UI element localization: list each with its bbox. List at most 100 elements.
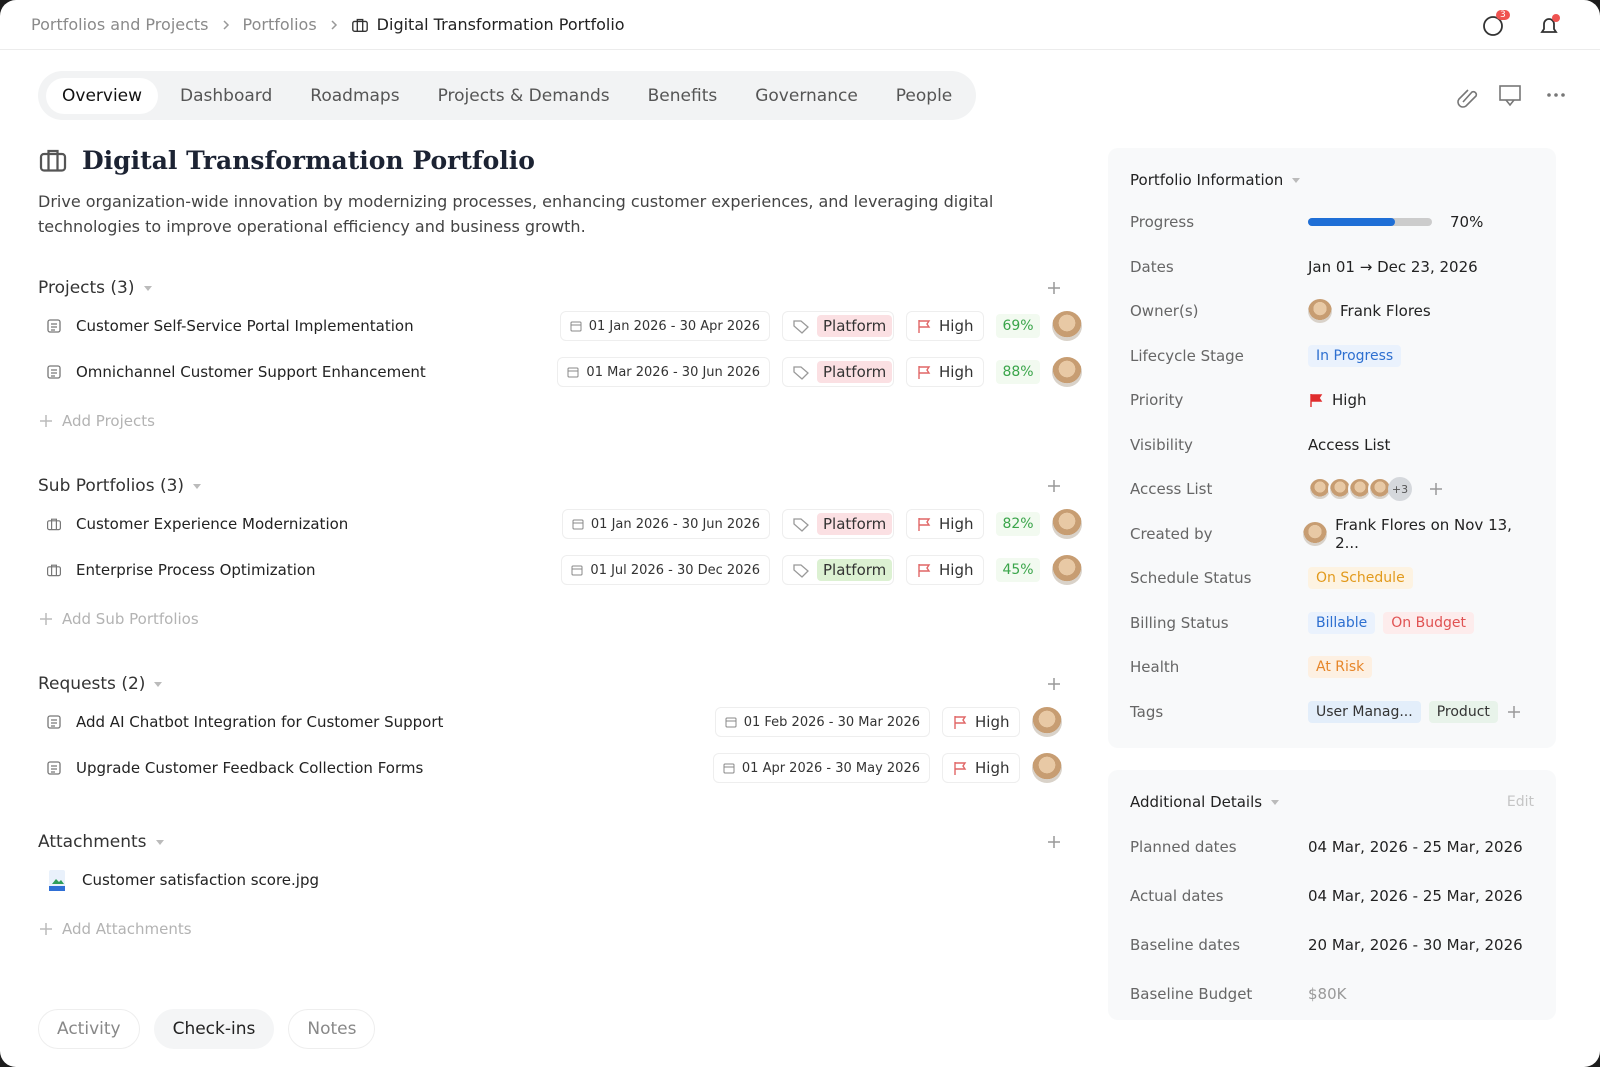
tab[interactable]: Benefits [647,85,718,106]
field-row: Visibility Access List [1130,423,1534,468]
icon-part [1457,89,1478,108]
icon-part [51,719,57,727]
section-title[interactable]: Attachments [38,832,147,852]
add-button[interactable] [1046,280,1062,296]
owner: Frank Flores [1340,302,1431,321]
date-text: 01 Feb 2026 - 30 Mar 2026 [743,714,920,730]
caret [154,682,163,687]
section-title[interactable]: Sub Portfolios (3) [38,476,185,496]
bottom-tab[interactable]: Notes [288,1009,376,1049]
flag-icon [918,366,931,379]
breadcrumb-text: Portfolios and Projects [31,15,209,34]
status-badge: At Risk [1308,656,1373,679]
add-link[interactable]: Add Attachments [38,909,1082,949]
icon-part [51,369,57,377]
add-button[interactable] [1046,478,1062,494]
bell-icon[interactable] [1535,12,1563,40]
list-row[interactable]: Customer Experience Modernization 01 Jan … [38,501,1082,547]
field-row: Priority High [1130,378,1534,423]
avatar [1052,555,1082,585]
priority-pill: High [942,707,1020,737]
field-row: Baseline dates 20 Mar, 2026 - 30 Mar, 202… [1130,920,1534,969]
field-row: Progress 70% [1130,200,1534,245]
plus [40,923,52,935]
section-title[interactable]: Projects (3) [38,278,135,298]
icon-part [1499,85,1521,101]
add-button[interactable] [1506,704,1522,720]
breadcrumb[interactable]: Portfolios [243,15,317,34]
row-icon [46,760,62,776]
caret [1292,178,1301,183]
tag: Platform [817,513,893,535]
percent: 82% [996,512,1040,536]
list-row[interactable]: Add AI Chatbot Integration for Customer … [38,699,1082,745]
icon [725,716,737,728]
row-details: 01 Jan 2026 - 30 Apr 2026 Platform High 69% [559,311,1082,341]
doc-icon [47,761,61,775]
avatar [1303,521,1328,546]
breadcrumb[interactable]: Digital Transformation Portfolio [351,15,625,34]
field-label: Schedule Status [1130,569,1252,588]
add-link[interactable]: Add Projects [38,401,1082,441]
tab[interactable]: Overview [46,77,159,114]
progress-label: 70% [1450,213,1484,232]
field-row: Lifecycle Stage In Progress [1130,334,1534,379]
calendar-icon [567,367,579,378]
chat-icon[interactable]: 3 [1480,10,1510,44]
section-title[interactable]: Requests (2) [38,674,146,694]
add-button[interactable] [1046,676,1062,692]
field-value: 04 Mar, 2026 - 25 Mar, 2026 [1308,837,1523,856]
field-value: Billable On Budget [1308,611,1474,634]
tab[interactable]: Projects & Demands [437,85,610,106]
list-row[interactable]: Enterprise Process Optimization 01 Jul 20… [38,547,1082,593]
priority: High [939,515,974,533]
percent: 69% [996,314,1040,338]
icon [916,562,932,578]
tab[interactable]: Roadmaps [310,85,400,106]
icon-part [51,765,57,773]
breadcrumb[interactable]: Portfolios and Projects [31,15,209,34]
date-range: 01 Apr 2026 - 30 May 2026 [712,753,930,783]
title: Additional Details [1130,793,1263,811]
add-button[interactable] [1046,834,1062,850]
icon-part [47,149,59,171]
percent: 88% [996,360,1040,384]
tag-icon [793,366,809,380]
tab[interactable]: Governance [755,85,858,106]
add-link[interactable]: Add Sub Portfolios [38,599,1082,639]
list-row[interactable]: Customer Self-Service Portal Implementat… [38,303,1082,349]
field-label: Created by [1130,524,1213,543]
calendar-icon [571,565,583,576]
chat-count: 3 [1496,10,1510,20]
icon [792,318,810,334]
tab[interactable]: Dashboard [180,85,273,106]
field-row: Health At Risk [1130,645,1534,690]
icon-part [47,566,61,577]
icon-part [49,886,65,891]
list-row[interactable]: Omnichannel Customer Support Enhancement… [38,349,1082,395]
edit-button[interactable]: Edit [1506,794,1534,810]
icon-part [51,564,57,576]
tab[interactable]: People [895,85,953,106]
tag-icon [793,320,809,334]
icon-part [1271,800,1280,805]
list-row[interactable]: Customer satisfaction score.jpg [38,857,1082,903]
add-text: Add Attachments [62,920,192,938]
bottom-tab[interactable]: Check-ins [153,1009,275,1049]
status-badge: On Schedule [1308,567,1413,590]
row-icon [46,714,62,730]
add-button[interactable] [1428,481,1444,497]
icon-part [793,366,809,380]
icon-part [51,518,57,530]
title-icon [38,145,68,175]
bottom-tab[interactable]: Activity [38,1009,140,1049]
list-row[interactable]: Upgrade Customer Feedback Collection For… [38,745,1082,791]
date-text: 01 Jan 2026 - 30 Apr 2026 [588,318,760,334]
icon [792,562,810,578]
field-row: Actual dates 04 Mar, 2026 - 25 Mar, 2026 [1130,871,1534,920]
icon-part [1561,93,1565,97]
icon [916,318,932,334]
tag: Platform [817,361,893,383]
icon-part [1552,14,1560,22]
